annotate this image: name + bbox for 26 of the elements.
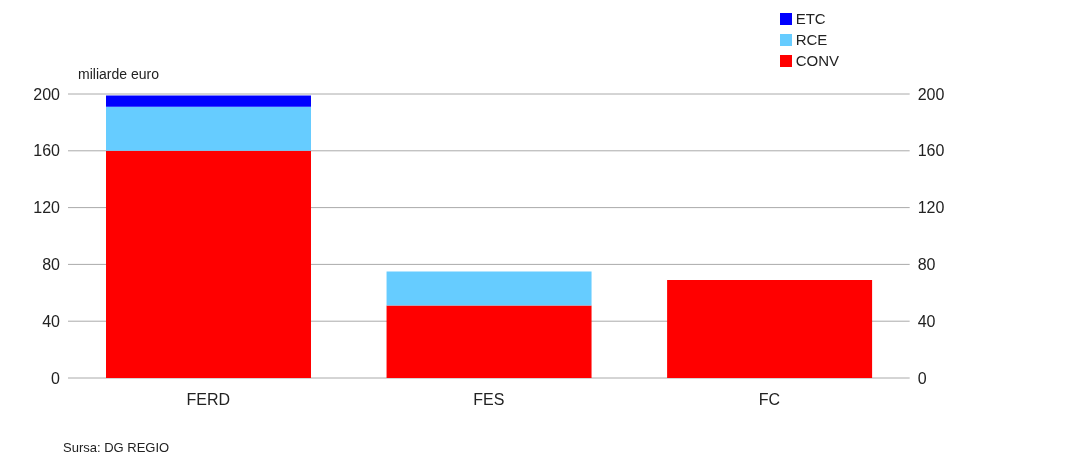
y-tick-label: 200 <box>33 85 61 103</box>
text: Sursa: DG REGIO <box>63 440 170 455</box>
y-axis-title: miliarde euro <box>78 66 159 82</box>
y2-tick-label: 200 <box>917 85 945 103</box>
legend-label: CONV <box>795 51 839 71</box>
bar <box>386 305 592 378</box>
bar <box>386 271 592 306</box>
bar <box>106 106 311 151</box>
legend-label: RCE <box>795 30 828 50</box>
y2-tick-label: 160 <box>917 142 945 160</box>
bar <box>106 150 311 378</box>
y2-tick-label: 120 <box>917 199 945 217</box>
y-tick-label: 120 <box>33 199 61 217</box>
x-tick-label: FERD <box>186 391 231 409</box>
y-tick-label: 0 <box>51 369 61 387</box>
bar <box>667 280 873 378</box>
bar <box>106 95 311 107</box>
x-tick-label: FES <box>473 391 505 409</box>
y-tick-label: 40 <box>42 312 61 330</box>
y2-tick-label: 80 <box>917 256 936 274</box>
y2-tick-label: 0 <box>917 369 927 387</box>
legend-label: ETC <box>795 9 826 29</box>
y-tick-label: 160 <box>33 142 61 160</box>
y2-tick-label: 40 <box>917 312 936 330</box>
x-tick-label: FC <box>758 391 781 409</box>
y-tick-label: 80 <box>42 256 61 274</box>
